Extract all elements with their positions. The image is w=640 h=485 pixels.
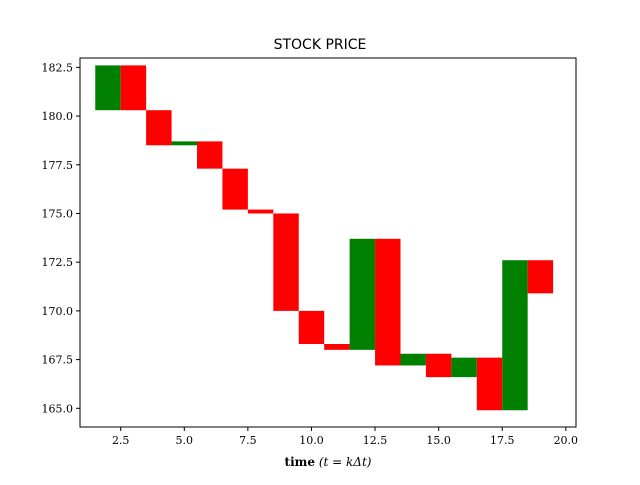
x-axis-label-bold: time: [285, 455, 316, 469]
x-tick-label: 17.5: [490, 434, 515, 447]
y-tick-label: 182.5: [42, 61, 74, 74]
bars-layer: [95, 65, 554, 411]
x-tick-label: 20.0: [554, 434, 579, 447]
price-bar-6: [222, 168, 248, 210]
price-bar-17: [502, 260, 528, 411]
price-bar-16: [476, 357, 503, 411]
y-tick-label: 180.0: [42, 110, 74, 123]
price-bar-5: [197, 141, 223, 169]
price-bar-13: [400, 353, 426, 366]
ticks-layer: 2.5 5.0 7.5 10.0 12.5 15.0 17.5 20.0 165.0 167.5 1…: [42, 61, 579, 447]
price-bar-4: [171, 141, 198, 146]
price-bar-10: [324, 344, 350, 350]
y-tick-label: 177.5: [42, 159, 74, 172]
x-tick-label: 15.0: [426, 434, 451, 447]
x-tick-label: 10.0: [299, 434, 324, 447]
price-bar-12: [375, 238, 401, 366]
price-bar-11: [349, 238, 376, 350]
price-bar-9: [298, 310, 325, 344]
price-bar-1: [95, 65, 121, 111]
y-tick-label: 167.5: [42, 354, 74, 367]
plot-frame: [79, 57, 577, 428]
price-bar-15: [451, 357, 477, 378]
x-tick-label: 5.0: [176, 434, 194, 447]
y-tick-label: 170.0: [42, 305, 74, 318]
price-bar-14: [425, 353, 452, 378]
price-bar-3: [146, 110, 172, 146]
y-tick-label: 172.5: [42, 256, 74, 269]
x-tick-label: 12.5: [363, 434, 388, 447]
price-bar-7: [247, 209, 274, 214]
y-tick-label: 165.0: [42, 402, 74, 415]
x-axis-label-math: (t = kΔt): [319, 455, 372, 469]
x-axis-label: time (t = kΔt): [285, 455, 372, 469]
x-tick-label: 7.5: [239, 434, 257, 447]
price-bar-18: [527, 260, 554, 294]
price-bar-2: [120, 65, 147, 111]
price-bar-8: [273, 213, 299, 311]
x-tick-label: 2.5: [112, 434, 130, 447]
chart-title: STOCK PRICE: [274, 37, 367, 53]
y-tick-label: 175.0: [42, 207, 74, 220]
